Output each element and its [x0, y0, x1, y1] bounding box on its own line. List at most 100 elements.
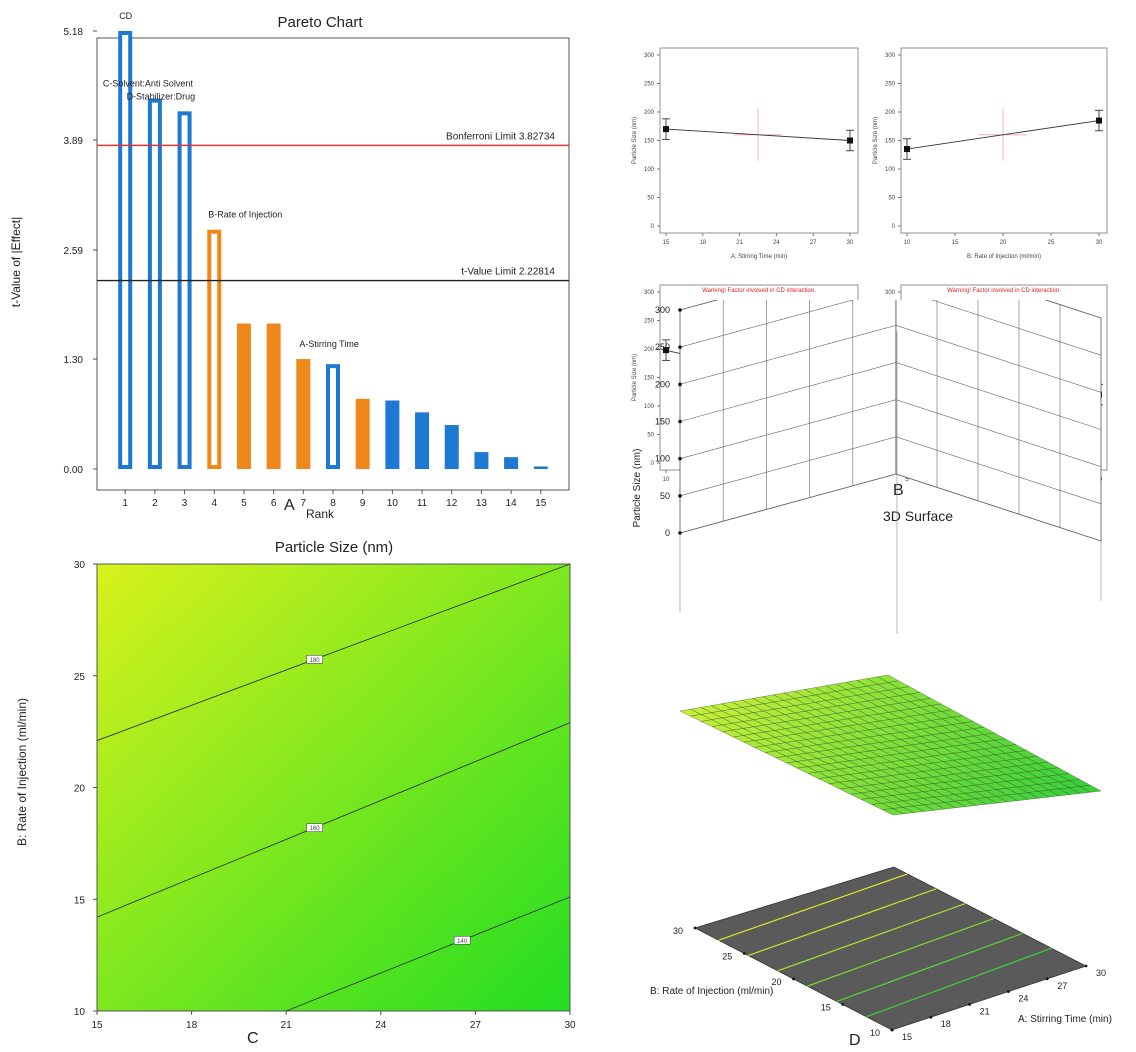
contour-y-axis-label: B: Rate of Injection (ml/min): [15, 698, 29, 846]
surface-z-tick-label: 0: [665, 528, 670, 538]
surface-z-tick: [678, 308, 682, 312]
one-factor-y-tick-label: 50: [888, 196, 895, 202]
one-factor-y-tick-label: 250: [885, 82, 896, 88]
one-factor-x-tick-label: 5: [905, 477, 909, 483]
contour-label: 140: [457, 939, 468, 945]
one-factor-y-tick-label: 200: [644, 347, 655, 353]
surface-back-walls: 0 50 100 150 200 250 300: [655, 300, 1102, 634]
surface-wall-gridline: [679, 436, 1102, 505]
contour-y-tick-label: 15: [74, 895, 86, 906]
surface-floor-contour: [747, 888, 937, 957]
surface-y-tick-label: 25: [722, 952, 732, 962]
contour-x-tick-label: 15: [91, 1020, 103, 1031]
one-factor-x-axis-label: B: Rate of Injection (ml/min): [967, 254, 1041, 260]
pareto-reference-label: t-Value Limit 2.22814: [461, 267, 555, 278]
surface-y-tick: [742, 952, 746, 955]
surface-wall-gridline: [679, 473, 1102, 542]
pareto-bar: [415, 412, 430, 469]
contour-y-tick-label: 10: [74, 1007, 86, 1018]
one-factor-x-tick-label: 30: [1096, 240, 1103, 246]
one-factor-line: [665, 128, 851, 141]
one-factor-point: [663, 126, 669, 133]
one-factor-y-axis-label: Particle Size (nm): [632, 117, 638, 164]
pareto-bar: [266, 323, 281, 469]
one-factor-x-tick-label: 20: [1000, 240, 1007, 246]
contour-y-tick-label: 25: [74, 672, 86, 683]
surface-y-tick-label: 15: [821, 1003, 831, 1013]
surface-wall-gridline: [679, 325, 1102, 393]
surface-x-tick: [1084, 964, 1088, 968]
contour-label-box: [306, 823, 323, 832]
panel-label-b: B: [893, 482, 904, 499]
surface-y-tick-label: 20: [771, 977, 781, 987]
one-factor-y-tick-label: 0: [651, 461, 655, 467]
pareto-bar: [326, 364, 340, 469]
contour-x-tick-label: 18: [186, 1020, 198, 1031]
pareto-bar: [504, 457, 519, 469]
surface-x-tick: [968, 1003, 971, 1006]
one-factor-y-axis-label: Particle Size (nm): [632, 354, 638, 401]
pareto-x-tick-label: 15: [535, 498, 547, 509]
contour-fill: [97, 564, 570, 1011]
one-factor-y-axis-label: Particle Size (nm): [873, 117, 879, 164]
contour-y-tick-label: 20: [74, 784, 86, 795]
pareto-x-tick-label: 1: [122, 498, 128, 509]
pareto-x-tick-label: 14: [506, 498, 518, 509]
one-factor-x-tick-label: 21: [736, 240, 743, 246]
surface-z-tick: [678, 456, 682, 461]
one-factor-y-tick-label: 50: [647, 433, 654, 439]
contour-y-tick-label: 30: [74, 560, 86, 571]
pareto-reference-label: Bonferroni Limit 3.82734: [446, 131, 555, 142]
contour-line: [96, 563, 571, 741]
one-factor-warning: Warning! Factor involved in CD interacti…: [702, 288, 816, 294]
surface-x-tick-label: 18: [941, 1019, 951, 1029]
surface-z-tick: [678, 494, 682, 498]
contour-title: Particle Size (nm): [275, 539, 393, 556]
pareto-x-tick-label: 7: [301, 498, 307, 509]
one-factor-x-tick-label: 25: [1048, 240, 1055, 246]
surface-axes: 30 25 20 15 10 15 18 21 24 27 30 B: Rate of Injecti…: [632, 449, 1112, 1042]
surface-floor-contour: [807, 917, 995, 987]
contour-x-tick-label: 24: [375, 1020, 387, 1031]
one-factor-x-tick-label: 10: [904, 240, 911, 246]
one-factor-y-tick-label: 100: [885, 167, 896, 173]
contour-plot: Particle Size (nm) B: Rate of Injection …: [15, 539, 576, 1031]
surface-y-tick: [792, 977, 795, 981]
pareto-bar: [444, 425, 459, 469]
one-factor-x-tick-label: 27: [810, 240, 817, 246]
one-factor-point: [904, 146, 910, 153]
pareto-x-tick-label: 13: [476, 498, 488, 509]
contour-line: [96, 722, 571, 918]
surface-z-tick: [678, 419, 682, 424]
pareto-bar: [533, 466, 548, 469]
surface-wall-gridline: [679, 362, 1102, 430]
pareto-bar: [147, 98, 162, 470]
contour-label: 180: [310, 658, 321, 664]
pareto-bar-label: C-Solvent:Anti Solvent: [103, 79, 194, 89]
pareto-y-tick-label: 2.59: [64, 246, 84, 257]
one-factor-x-tick-label: 10: [663, 477, 670, 483]
surface-heading: 3D Surface: [883, 508, 954, 524]
pareto-bar: [474, 452, 489, 469]
surface-floor-contour: [866, 947, 1052, 1018]
pareto-x-tick-label: 2: [152, 498, 158, 509]
contour-line: [286, 896, 571, 1012]
surface-floor-contour: [718, 873, 908, 941]
surface-cell: [1079, 785, 1102, 793]
pareto-bar-label: CD: [119, 11, 132, 21]
pareto-y-tick-label: 3.89: [64, 136, 84, 147]
surface-z-tick-label: 200: [655, 379, 670, 389]
pareto-x-axis-label: Rank: [306, 507, 335, 521]
one-factor-point: [847, 137, 853, 144]
one-factor-y-tick-label: 250: [644, 82, 655, 88]
one-factor-y-tick-label: 300: [644, 290, 655, 296]
one-factor-y-tick-label: 150: [644, 139, 655, 145]
panel-label-a: A: [284, 497, 295, 514]
surface-y-tick: [841, 1003, 845, 1006]
surface-left-wall: [679, 300, 897, 534]
surface-x-tick: [1045, 977, 1049, 981]
contour-x-tick-label: 21: [281, 1020, 293, 1031]
one-factor-y-tick-label: 200: [885, 110, 896, 116]
surface-z-tick-label: 250: [655, 342, 670, 352]
